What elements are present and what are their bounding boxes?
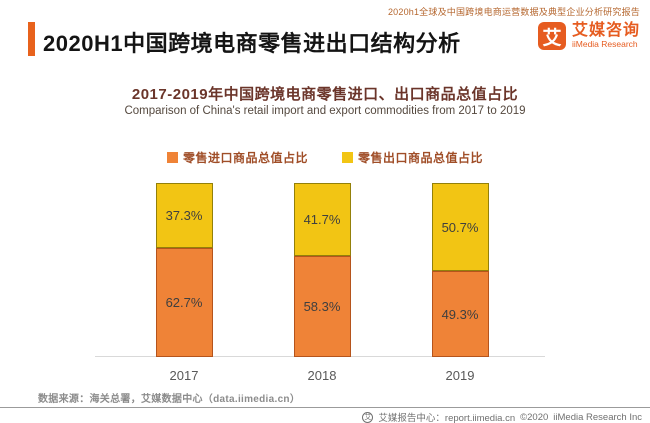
chart-legend: 零售进口商品总值占比 零售出口商品总值占比 [0,149,650,166]
x-axis-labels: 2017 2018 2019 [0,368,650,386]
bar-value-label: 49.3% [441,306,479,322]
footer-divider [0,407,650,408]
x-axis-label-2018: 2018 [307,368,337,383]
legend-swatch [342,152,353,163]
legend-label: 零售出口商品总值占比 [358,151,484,165]
x-axis-label-2017: 2017 [169,368,199,383]
stacked-bar-2019: 50.7% 49.3% [431,183,489,357]
bar-segment-import-2019: 49.3% [431,271,489,357]
footer-company: iiMedia Research Inc [553,411,642,423]
legend-item-import: 零售进口商品总值占比 [166,149,308,166]
legend-label: 零售进口商品总值占比 [182,151,308,165]
bar-segment-export-2019: 50.7% [431,183,489,272]
chart-title: 2017-2019年中国跨境电商零售进口、出口商品总值占比 [131,86,519,103]
footer-copyright: ©2020 [520,411,549,423]
footer-report-info: 艾 艾媒报告中心：report.iimedia.cn ©2020 iiMedia… [362,410,642,423]
title-accent-bar [28,22,35,56]
bar-value-label: 58.3% [303,298,341,314]
logo-name-cn: 艾媒咨询 [571,22,640,40]
iimedia-logo-text: 艾媒咨询 iiMedia Research [571,22,640,49]
bar-segment-import-2018: 58.3% [293,255,351,357]
iimedia-footer-icon: 艾 [362,411,374,423]
logo-name-en: iiMedia Research [571,38,638,49]
page-title: 2020H1中国跨境电商零售进出口结构分析 [43,31,461,56]
bar-value-label: 41.7% [303,211,341,227]
report-series-tag: 2020h1全球及中国跨境电商运营数据及典型企业分析研究报告 [387,7,640,17]
bar-value-label: 50.7% [441,219,479,235]
data-source-note: 数据来源：海关总署，艾媒数据中心（data.iimedia.cn） [38,394,301,405]
bar-value-label: 37.3% [165,207,203,223]
plot-area: 37.3% 62.7% 41.7% 58.3% 50.7% 49.3% [0,183,650,357]
chart-subtitle: Comparison of China's retail import and … [124,105,526,117]
bar-value-label: 62.7% [165,294,203,310]
stacked-bar-2018: 41.7% 58.3% [293,183,351,357]
stacked-bar-2017: 37.3% 62.7% [155,183,213,357]
iimedia-logo: 艾 艾媒咨询 iiMedia Research [537,22,640,50]
footer-report-center: 艾媒报告中心：report.iimedia.cn [378,413,516,423]
iimedia-logo-icon: 艾 [537,22,566,50]
x-axis-label-2019: 2019 [445,368,475,383]
legend-item-export: 零售出口商品总值占比 [342,149,483,166]
legend-swatch [166,152,178,163]
bar-segment-export-2018: 41.7% [293,183,351,256]
bar-segment-import-2017: 62.7% [155,247,213,357]
bar-segment-export-2017: 37.3% [155,183,213,248]
